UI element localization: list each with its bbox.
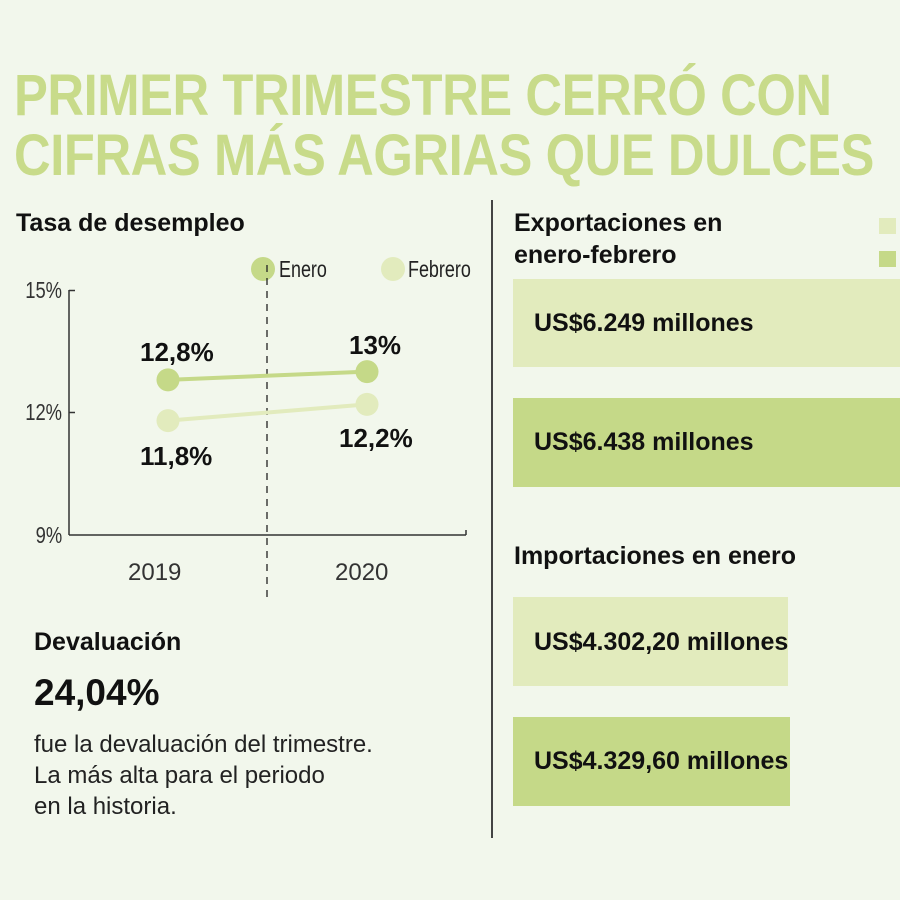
imports-bar-1: [513, 597, 788, 686]
legend-light-square-icon: [879, 218, 896, 234]
column-divider: [491, 200, 493, 838]
data-point-icon: [156, 368, 180, 392]
exports-heading-line-2: enero-febrero: [514, 241, 677, 269]
legend-febrero-label: Febrero: [408, 256, 471, 282]
devaluation-description: fue la devaluación del trimestre. La más…: [34, 729, 373, 822]
series-febrero: [156, 392, 379, 433]
exports-bar-2-label: US$6.438 millones: [534, 428, 754, 456]
x-label-2020: 2020: [335, 559, 389, 586]
unemployment-chart: [68, 265, 467, 600]
label-febrero-2019: 11,8%: [140, 441, 213, 471]
devaluation-line-1: fue la devaluación del trimestre.: [34, 731, 373, 758]
data-point-icon: [156, 409, 180, 433]
devaluation-heading: Devaluación: [34, 628, 182, 656]
x-label-2019: 2019: [128, 559, 182, 586]
title-line-1: PRIMER TRIMESTRE CERRÓ CON: [14, 63, 832, 128]
y-tick-15: 15%: [25, 277, 62, 303]
exports-bar-1: US$6.249 millones: [513, 279, 900, 367]
chart-series: [156, 360, 379, 433]
legend-enero-label: Enero: [279, 256, 327, 282]
y-tick-12: 12%: [25, 399, 62, 425]
exports-bar-2: US$6.438 millones: [513, 398, 900, 487]
devaluation-line-2: La más alta para el periodo: [34, 762, 325, 789]
imports-bar-2-label: US$4.329,60 millones: [534, 747, 789, 775]
imports-bar-2: [513, 717, 790, 806]
legend-enero-dot-icon: [251, 257, 275, 281]
devaluation-value: 24,04%: [34, 672, 160, 713]
label-enero-2019: 12,8%: [140, 337, 214, 367]
series-enero: [156, 360, 379, 392]
chart-axes: [68, 265, 467, 600]
label-enero-2020: 13%: [349, 330, 402, 360]
data-point-icon: [355, 360, 379, 384]
title-line-2: CIFRAS MÁS AGRIAS QUE DULCES: [14, 123, 874, 188]
unemployment-heading: Tasa de desempleo: [16, 209, 245, 237]
data-point-icon: [355, 392, 379, 416]
devaluation-line-3: en la historia.: [34, 793, 177, 820]
legend-febrero-dot-icon: [381, 257, 405, 281]
imports-heading: Importaciones en enero: [514, 542, 797, 570]
exports-heading-line-1: Exportaciones en: [514, 209, 723, 237]
y-tick-9: 9%: [35, 522, 62, 548]
imports-bar-1-label: US$4.302,20 millones: [534, 628, 789, 656]
legend-dark-square-icon: [879, 251, 896, 267]
label-febrero-2020: 12,2%: [339, 423, 413, 453]
exports-bar-1-label: US$6.249 millones: [534, 309, 754, 337]
